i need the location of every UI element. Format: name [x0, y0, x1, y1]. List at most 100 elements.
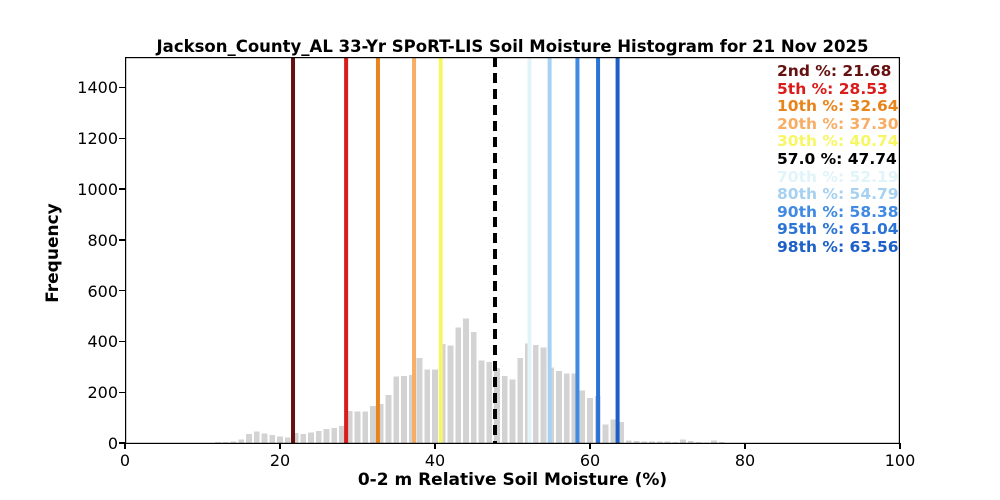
histogram-bar: [253, 431, 260, 443]
histogram-bar: [315, 430, 322, 443]
histogram-bar: [292, 432, 299, 443]
y-tick-mark: [119, 391, 125, 393]
histogram-bar: [408, 374, 415, 443]
histogram-bar: [618, 422, 624, 443]
histogram-bar: [339, 425, 345, 443]
y-tick-mark: [119, 442, 125, 444]
y-tick-label: 800: [87, 230, 118, 250]
histogram-bar: [579, 390, 586, 443]
histogram-bar: [246, 433, 252, 443]
histogram-bar: [230, 441, 237, 443]
histogram-bar: [656, 441, 663, 443]
histogram-bar: [284, 437, 291, 443]
histogram-bar: [308, 432, 314, 443]
histogram-bar: [215, 441, 221, 443]
x-tick-mark: [899, 443, 901, 449]
histogram-bar: [354, 411, 361, 443]
histogram-bar: [672, 441, 679, 443]
histogram-bar: [556, 370, 562, 443]
histogram-bar: [680, 439, 686, 443]
x-tick-mark: [279, 443, 281, 449]
x-tick-label: 20: [269, 451, 291, 470]
histogram-bar: [463, 318, 469, 443]
histogram-bar: [447, 345, 454, 443]
x-tick-label: 80: [734, 451, 756, 470]
x-tick-label: 100: [884, 451, 916, 470]
histogram-bar: [432, 369, 438, 443]
histogram-bar: [610, 419, 617, 443]
y-tick-label: 200: [87, 383, 118, 403]
histogram-bar: [238, 439, 245, 443]
plot-border: [125, 57, 900, 444]
legend-entry-90th: 90th %: 58.38: [777, 202, 899, 221]
histogram-bar: [385, 394, 392, 443]
x-tick-label: 0: [119, 451, 131, 470]
x-tick-mark: [744, 443, 746, 449]
histogram-bar: [486, 361, 493, 443]
y-tick-mark: [119, 340, 125, 343]
histogram-bar: [300, 434, 307, 443]
histogram-bar: [540, 347, 547, 443]
legend-entry-95th: 95th %: 61.04: [777, 220, 899, 239]
histogram-bar: [641, 441, 648, 443]
y-tick-label: 1000: [77, 180, 118, 200]
histogram-bar: [664, 441, 671, 443]
legend-entry-5th: 5th %: 28.53: [777, 79, 888, 98]
percentile-legend: 2nd %: 21.68 5th %: 28.53 10th %: 32.64 20t…: [777, 62, 899, 257]
legend-entry-30th: 30th %: 40.74: [777, 132, 899, 151]
x-tick-mark: [434, 443, 436, 449]
histogram-bar: [455, 327, 462, 443]
x-tick-label: 40: [424, 451, 446, 470]
histogram-bar: [261, 433, 268, 443]
histogram-bar: [331, 427, 338, 443]
histogram-bar: [711, 440, 717, 443]
legend-entry-2nd: 2nd %: 21.68: [777, 62, 892, 80]
histogram-bar: [695, 442, 702, 443]
histogram-bar: [563, 373, 570, 443]
histogram-bar: [587, 397, 593, 443]
histogram-bar: [633, 440, 640, 443]
y-tick-label: 0: [107, 434, 118, 453]
histogram-bar: [424, 369, 431, 443]
histogram-bar: [377, 403, 384, 443]
y-tick-mark: [119, 86, 125, 89]
legend-entry-98th: 98th %: 63.56: [777, 237, 899, 256]
histogram-bar: [439, 343, 446, 443]
plot-svg: [125, 57, 900, 444]
y-tick-mark: [119, 137, 125, 139]
y-tick-label: 400: [87, 332, 118, 352]
x-tick-mark: [124, 443, 126, 449]
legend-entry-57.0: 57.0 %: 47.74: [777, 149, 897, 168]
legend-entry-70th: 70th %: 52.19: [777, 167, 899, 186]
histogram-bar: [517, 357, 524, 443]
histogram-bar: [687, 441, 694, 443]
histogram-bar: [649, 441, 655, 443]
x-tick-label: 60: [579, 451, 601, 470]
histogram-bar: [362, 411, 369, 443]
y-tick-mark: [119, 239, 125, 241]
histogram-bar: [269, 434, 276, 443]
histogram-bar: [401, 376, 407, 443]
histogram-bar: [509, 379, 516, 443]
y-tick-label: 1400: [77, 78, 118, 98]
histogram-bar: [718, 441, 725, 443]
histogram-bar: [703, 442, 710, 443]
legend-entry-10th: 10th %: 32.64: [777, 97, 899, 116]
histogram-bar: [501, 376, 508, 443]
histogram-bar: [393, 376, 400, 443]
x-axis-label: 0-2 m Relative Soil Moisture (%): [357, 470, 668, 490]
y-tick-mark: [119, 188, 125, 190]
histogram-bar: [494, 368, 500, 443]
histogram-bar: [346, 411, 353, 443]
chart-title: Jackson_County_AL 33-Yr SPoRT-LIS Soil M…: [156, 37, 869, 56]
x-tick-mark: [589, 443, 591, 449]
histogram-bar: [625, 440, 632, 443]
histogram-bar: [277, 436, 283, 443]
histogram-bar: [571, 373, 578, 443]
y-tick-label: 600: [87, 281, 118, 301]
histogram-bar: [478, 360, 485, 443]
y-tick-mark: [119, 289, 125, 292]
legend-entry-20th: 20th %: 37.30: [777, 114, 899, 133]
histogram-bar: [602, 424, 609, 443]
